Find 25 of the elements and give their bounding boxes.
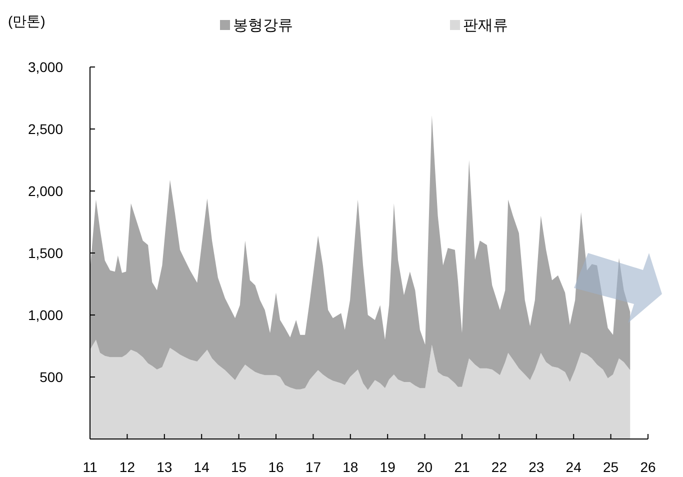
y-tick-label: 2,500 xyxy=(28,121,64,137)
x-tick-label: 13 xyxy=(156,459,172,475)
x-tick-label: 21 xyxy=(454,459,470,475)
y-tick-label: 3,000 xyxy=(28,59,64,75)
x-tick-label: 17 xyxy=(305,459,322,475)
y-tick-label: 2,000 xyxy=(28,183,64,199)
x-tick-label: 11 xyxy=(82,459,98,475)
x-tick-label: 15 xyxy=(231,459,247,475)
y-axis-title: (만톤) xyxy=(8,13,46,29)
x-tick-label: 19 xyxy=(380,459,396,475)
y-tick-label: 1,000 xyxy=(28,307,64,323)
x-tick-label: 16 xyxy=(268,459,284,475)
x-tick-label: 23 xyxy=(528,459,544,475)
x-tick-label: 14 xyxy=(194,459,210,475)
y-tick-label: 1,500 xyxy=(28,245,64,261)
x-tick-label: 22 xyxy=(491,459,508,475)
x-tick-label: 26 xyxy=(640,459,656,475)
x-tick-label: 12 xyxy=(119,459,136,475)
x-tick-label: 20 xyxy=(417,459,433,475)
x-tick-label: 24 xyxy=(566,459,582,475)
y-tick-label: 500 xyxy=(40,369,64,385)
x-tick-label: 18 xyxy=(342,459,358,475)
legend-label: 판재류 xyxy=(463,17,508,34)
legend-label: 봉형강류 xyxy=(233,17,293,34)
x-tick-label: 25 xyxy=(603,459,619,475)
